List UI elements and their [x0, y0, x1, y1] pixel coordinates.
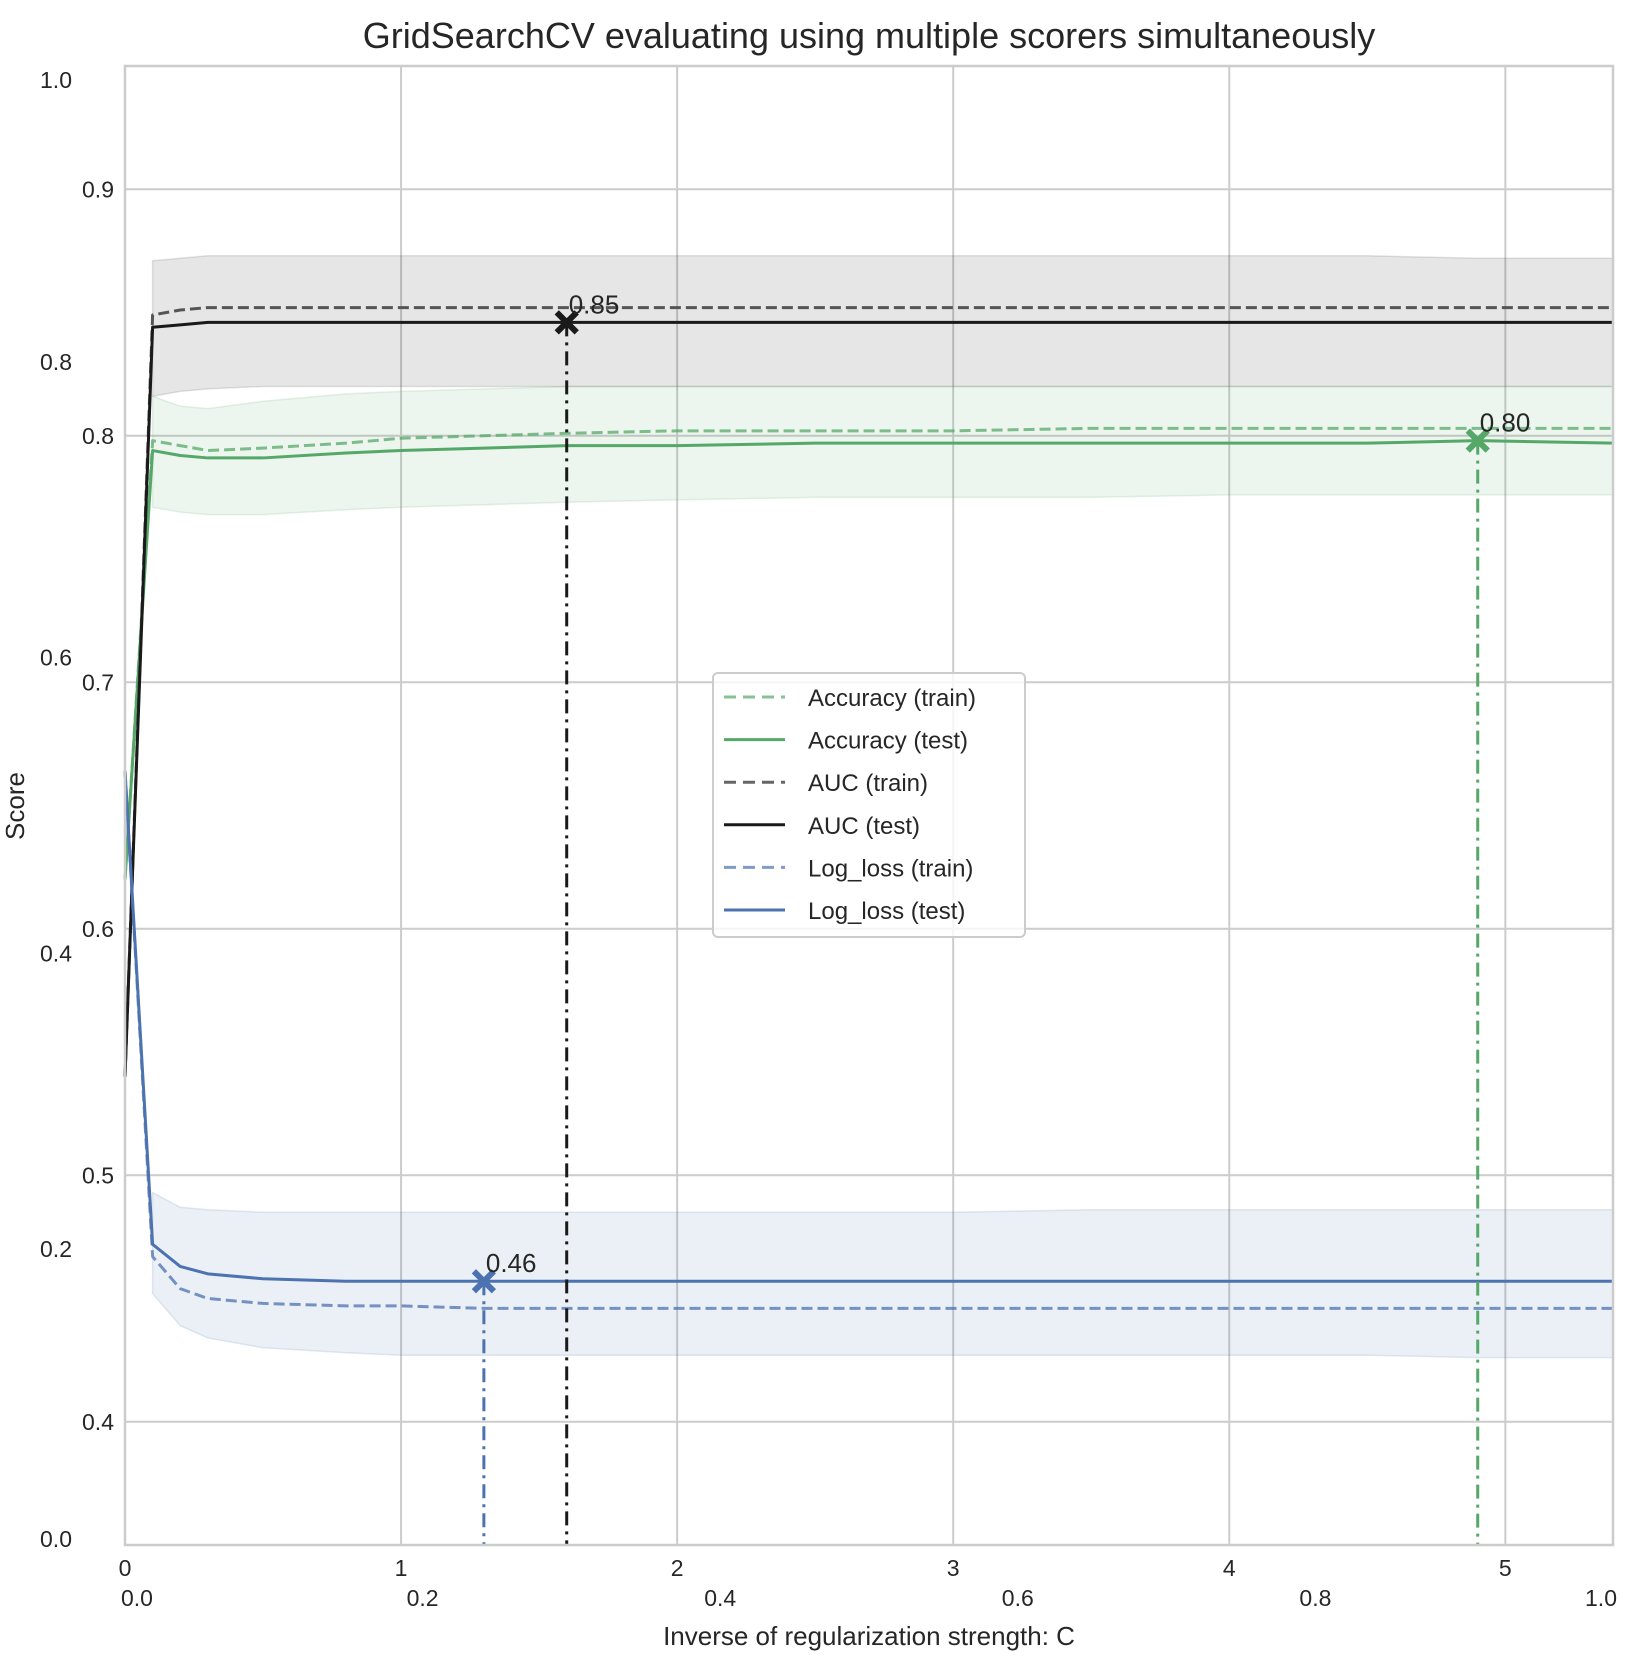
y-axis-label: Score — [0, 772, 30, 840]
x-tick-label: 4 — [1223, 1555, 1236, 1581]
overlay-y-tick-label: 0.6 — [40, 645, 72, 671]
band-log-loss — [151, 1191, 1614, 1359]
y-tick-label: 0.9 — [82, 176, 114, 202]
best-log-loss-label: 0.46 — [486, 1248, 537, 1278]
tick-labels: 0 1 2 3 4 5 0.4 0.5 0.6 0.7 0.8 0.9 0.0 0.2 0.4 0.6 0.8 1… — [40, 67, 1617, 1611]
overlay-y-tick-label: 0.0 — [40, 1526, 72, 1552]
y-tick-label: 0.4 — [82, 1409, 114, 1435]
x-axis-label: Inverse of regularization strength: C — [663, 1621, 1075, 1651]
legend-label: Accuracy (train) — [808, 685, 976, 712]
overlay-y-tick-label: 0.4 — [40, 940, 72, 966]
x-tick-label: 5 — [1499, 1555, 1512, 1581]
legend-box — [712, 672, 1026, 938]
legend-item: Log_loss (test) — [724, 898, 965, 925]
legend-label: Log_loss (train) — [808, 855, 973, 882]
legend: Accuracy (train) Accuracy (test) AUC (trai… — [712, 672, 1026, 938]
confidence-bands — [151, 255, 1614, 1359]
overlay-x-tick-label: 0.6 — [1002, 1585, 1034, 1611]
best-auc-marker — [554, 310, 579, 335]
band-auc — [151, 255, 1614, 398]
line-auc-train — [123, 306, 1613, 1077]
legend-item: Accuracy (train) — [724, 685, 976, 712]
y-tick-label: 0.8 — [82, 423, 114, 449]
legend-label: AUC (train) — [808, 770, 928, 797]
legend-label: Accuracy (test) — [808, 728, 968, 755]
x-tick-label: 2 — [671, 1555, 684, 1581]
overlay-x-tick-label: 0.8 — [1299, 1585, 1331, 1611]
overlay-x-tick-label: 0.2 — [407, 1585, 439, 1611]
overlay-y-tick-label: 1.0 — [40, 67, 72, 93]
overlay-y-tick-label: 0.8 — [40, 349, 72, 375]
overlay-x-tick-label: 0.4 — [704, 1585, 736, 1611]
line-accuracy-train — [123, 426, 1613, 880]
overlay-x-tick-label: 1.0 — [1585, 1585, 1617, 1611]
best-auc-label: 0.85 — [569, 289, 620, 319]
plot-frame — [123, 64, 1615, 1547]
x-marker-icon — [1465, 428, 1490, 453]
y-tick-label: 0.6 — [82, 916, 114, 942]
best-accuracy-marker — [1465, 428, 1490, 453]
legend-item: Log_loss (train) — [724, 855, 973, 882]
y-tick-label: 0.7 — [82, 669, 114, 695]
x-tick-label: 0 — [119, 1555, 132, 1581]
best-score-markers: 0.80 0.85 0.46 — [471, 289, 1531, 1545]
x-tick-label: 3 — [947, 1555, 960, 1581]
legend-item: AUC (test) — [724, 813, 920, 840]
legend-item: AUC (train) — [724, 770, 928, 797]
best-accuracy-label: 0.80 — [1480, 408, 1531, 438]
overlay-x-tick-label: 0.0 — [121, 1585, 153, 1611]
y-tick-label: 0.5 — [82, 1162, 114, 1188]
x-marker-icon — [471, 1269, 497, 1294]
chart-title: GridSearchCV evaluating using multiple s… — [363, 15, 1375, 56]
legend-label: AUC (test) — [808, 813, 920, 840]
overlay-y-tick-label: 0.2 — [40, 1236, 72, 1262]
best-log-loss-marker — [471, 1269, 497, 1294]
legend-label: Log_loss (test) — [808, 898, 965, 925]
x-marker-icon — [554, 310, 579, 335]
legend-item: Accuracy (test) — [724, 728, 968, 755]
x-tick-label: 1 — [395, 1555, 408, 1581]
